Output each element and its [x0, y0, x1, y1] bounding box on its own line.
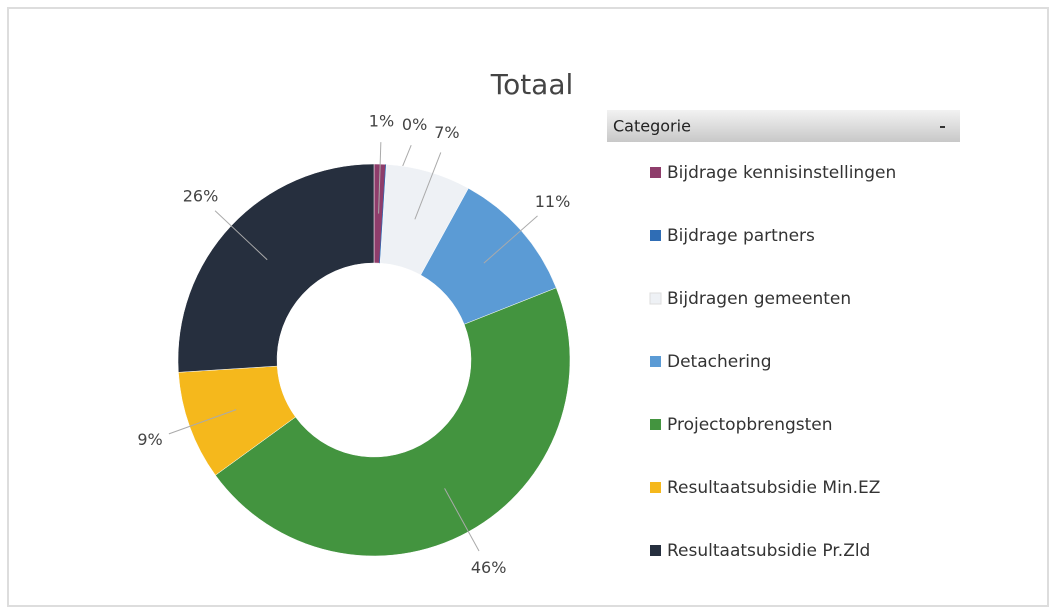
legend-label: Resultaatsubsidie Pr.Zld: [667, 541, 870, 561]
legend-swatch: [649, 292, 662, 305]
data-label: 46%: [471, 558, 507, 577]
data-label: 9%: [137, 430, 162, 449]
legend-swatch: [650, 419, 661, 430]
donut-slice: [215, 287, 571, 557]
legend-label: Bijdrage kennisinstellingen: [667, 163, 896, 183]
legend-title: Categorie: [613, 117, 691, 136]
leader-line: [414, 152, 442, 220]
leader-line: [483, 215, 538, 264]
leader-line: [168, 409, 237, 435]
data-label: 11%: [535, 192, 571, 211]
leader-line: [444, 488, 480, 552]
legend-label: Bijdrage partners: [667, 226, 815, 246]
legend-swatch: [650, 356, 661, 367]
data-label: 1%: [369, 112, 394, 131]
legend-swatch: [650, 482, 661, 493]
legend-label: Bijdragen gemeenten: [667, 289, 851, 309]
leader-line: [378, 142, 382, 214]
chart-title: Totaal: [490, 68, 574, 101]
data-label: 26%: [183, 187, 219, 206]
legend-label: Projectopbrengsten: [667, 415, 833, 435]
donut-slice: [177, 163, 375, 373]
legend-label: Resultaatsubsidie Min.EZ: [667, 478, 880, 498]
data-label: 7%: [434, 123, 459, 142]
legend-swatch: [650, 545, 661, 556]
legend-swatch: [650, 230, 661, 241]
legend-label: Detachering: [667, 352, 772, 372]
legend-header[interactable]: [607, 110, 960, 142]
leader-line: [214, 210, 268, 261]
dropdown-icon[interactable]: [940, 126, 945, 128]
legend-swatch: [650, 167, 661, 178]
data-label: 0%: [402, 115, 427, 134]
